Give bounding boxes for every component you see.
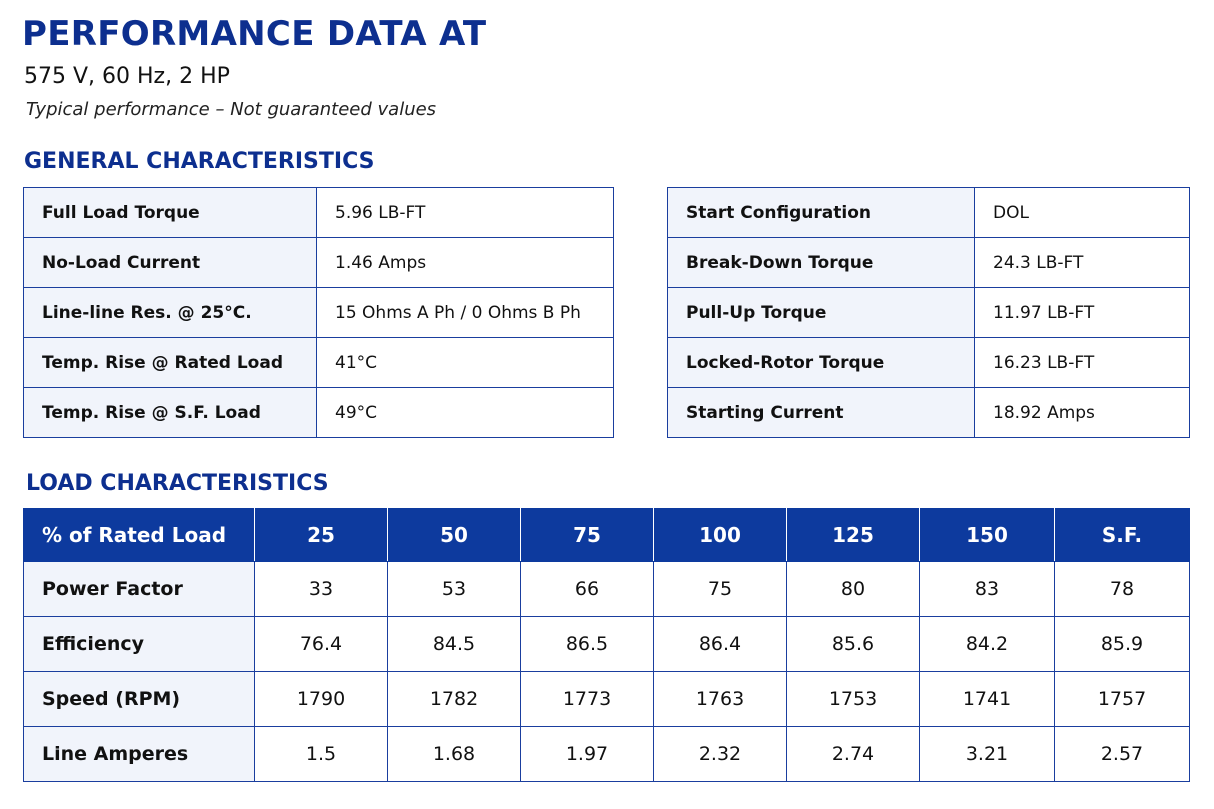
table-cell: 2.32 — [653, 726, 787, 782]
table-cell: 78 — [1054, 561, 1190, 617]
table-cell: 2.57 — [1054, 726, 1190, 782]
table-row: Line-line Res. @ 25°C. 15 Ohms A Ph / 0 … — [23, 287, 614, 338]
page-subtitle: 575 V, 60 Hz, 2 HP — [24, 64, 230, 89]
table-cell: 53 — [387, 561, 521, 617]
property-value: 16.23 LB-FT — [974, 337, 1190, 388]
property-label: Full Load Torque — [23, 187, 317, 238]
load-characteristics-heading: LOAD CHARACTERISTICS — [26, 471, 329, 496]
table-cell: 1.97 — [520, 726, 654, 782]
column-header: 100 — [653, 508, 787, 562]
table-row: Temp. Rise @ Rated Load 41°C — [23, 337, 614, 388]
property-label: Starting Current — [667, 387, 975, 438]
table-row: Pull-Up Torque 11.97 LB-FT — [667, 287, 1190, 338]
table-cell: 1757 — [1054, 671, 1190, 727]
property-label: Temp. Rise @ Rated Load — [23, 337, 317, 388]
table-row: Starting Current 18.92 Amps — [667, 387, 1190, 438]
column-header: 125 — [786, 508, 920, 562]
column-header: 75 — [520, 508, 654, 562]
table-row: Break-Down Torque 24.3 LB-FT — [667, 237, 1190, 288]
property-value: DOL — [974, 187, 1190, 238]
table-cell: 66 — [520, 561, 654, 617]
table-cell: 1.5 — [254, 726, 388, 782]
property-label: Break-Down Torque — [667, 237, 975, 288]
load-characteristics-table: % of Rated Load 25 50 75 100 125 150 S.F… — [23, 508, 1190, 782]
general-characteristics-right-table: Start Configuration DOL Break-Down Torqu… — [667, 187, 1190, 438]
table-cell: 33 — [254, 561, 388, 617]
property-value: 5.96 LB-FT — [316, 187, 614, 238]
table-row: Start Configuration DOL — [667, 187, 1190, 238]
column-header: S.F. — [1054, 508, 1190, 562]
property-value: 11.97 LB-FT — [974, 287, 1190, 338]
column-header: 50 — [387, 508, 521, 562]
row-label: Power Factor — [23, 561, 255, 617]
table-cell: 86.4 — [653, 616, 787, 672]
table-cell: 85.9 — [1054, 616, 1190, 672]
table-row: Efficiency 76.4 84.5 86.5 86.4 85.6 84.2… — [23, 616, 1190, 672]
property-label: No-Load Current — [23, 237, 317, 288]
property-value: 49°C — [316, 387, 614, 438]
table-cell: 76.4 — [254, 616, 388, 672]
page-title: PERFORMANCE DATA AT — [22, 14, 487, 54]
property-value: 18.92 Amps — [974, 387, 1190, 438]
table-row: Locked-Rotor Torque 16.23 LB-FT — [667, 337, 1190, 388]
general-characteristics-left-table: Full Load Torque 5.96 LB-FT No-Load Curr… — [23, 187, 614, 438]
table-header-row: % of Rated Load 25 50 75 100 125 150 S.F… — [23, 508, 1190, 562]
property-label: Locked-Rotor Torque — [667, 337, 975, 388]
row-label: Line Amperes — [23, 726, 255, 782]
table-row: Full Load Torque 5.96 LB-FT — [23, 187, 614, 238]
table-cell: 2.74 — [786, 726, 920, 782]
general-characteristics-heading: GENERAL CHARACTERISTICS — [24, 149, 375, 174]
table-row: Temp. Rise @ S.F. Load 49°C — [23, 387, 614, 438]
table-cell: 80 — [786, 561, 920, 617]
property-value: 15 Ohms A Ph / 0 Ohms B Ph — [316, 287, 614, 338]
table-cell: 1763 — [653, 671, 787, 727]
table-cell: 1773 — [520, 671, 654, 727]
table-cell: 86.5 — [520, 616, 654, 672]
property-label: Start Configuration — [667, 187, 975, 238]
table-cell: 1741 — [919, 671, 1055, 727]
table-cell: 1753 — [786, 671, 920, 727]
table-cell: 85.6 — [786, 616, 920, 672]
table-row: Power Factor 33 53 66 75 80 83 78 — [23, 561, 1190, 617]
property-label: Temp. Rise @ S.F. Load — [23, 387, 317, 438]
table-cell: 1790 — [254, 671, 388, 727]
table-cell: 84.5 — [387, 616, 521, 672]
table-cell: 1782 — [387, 671, 521, 727]
disclaimer-note: Typical performance – Not guaranteed val… — [26, 99, 437, 120]
column-header: 25 — [254, 508, 388, 562]
property-value: 1.46 Amps — [316, 237, 614, 288]
row-label: Efficiency — [23, 616, 255, 672]
table-row: Speed (RPM) 1790 1782 1773 1763 1753 174… — [23, 671, 1190, 727]
column-header: 150 — [919, 508, 1055, 562]
table-cell: 83 — [919, 561, 1055, 617]
property-value: 24.3 LB-FT — [974, 237, 1190, 288]
table-cell: 75 — [653, 561, 787, 617]
table-row: Line Amperes 1.5 1.68 1.97 2.32 2.74 3.2… — [23, 726, 1190, 782]
property-label: Pull-Up Torque — [667, 287, 975, 338]
table-cell: 3.21 — [919, 726, 1055, 782]
property-label: Line-line Res. @ 25°C. — [23, 287, 317, 338]
table-row: No-Load Current 1.46 Amps — [23, 237, 614, 288]
column-header: % of Rated Load — [23, 508, 255, 562]
property-value: 41°C — [316, 337, 614, 388]
table-cell: 84.2 — [919, 616, 1055, 672]
row-label: Speed (RPM) — [23, 671, 255, 727]
table-cell: 1.68 — [387, 726, 521, 782]
